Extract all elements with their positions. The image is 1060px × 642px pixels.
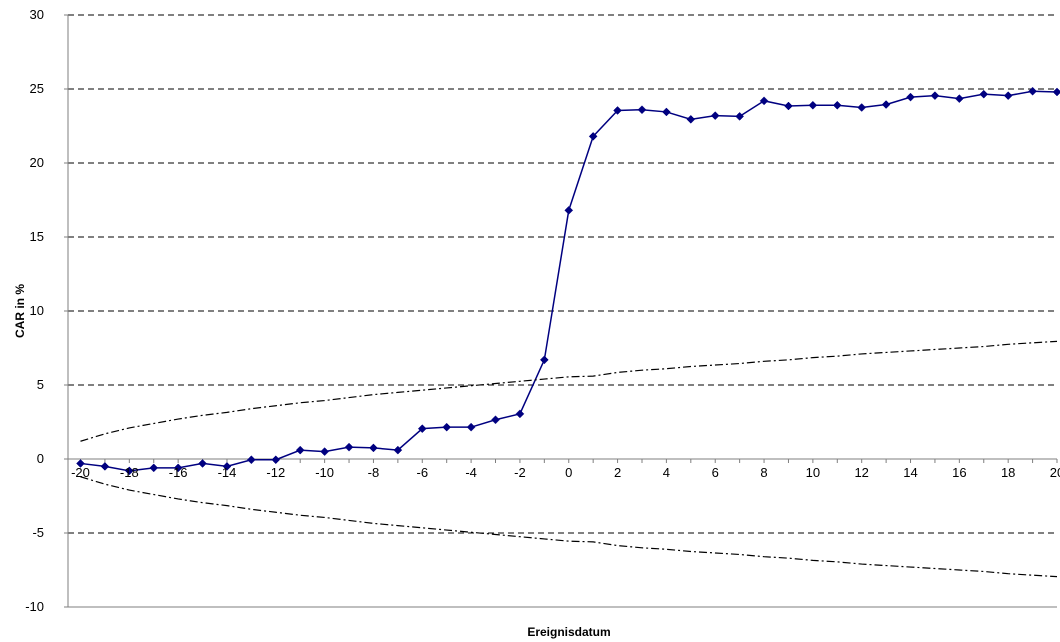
- car-data-point: [515, 409, 525, 419]
- x-tick-label: 2: [614, 465, 621, 480]
- car-data-point: [76, 459, 85, 468]
- x-tick-label: -8: [368, 465, 380, 480]
- car-data-point: [930, 91, 940, 101]
- car-data-point: [637, 105, 647, 115]
- car-data-point: [442, 422, 452, 432]
- car-data-point: [222, 462, 232, 471]
- y-tick-label: -10: [25, 599, 44, 614]
- car-data-point: [564, 206, 574, 215]
- car-series-line: [80, 90, 1058, 472]
- car-data-point: [271, 455, 281, 465]
- lower-confidence-line: [80, 476, 1058, 578]
- x-tick-label: 6: [712, 465, 719, 480]
- car-data-point: [173, 463, 183, 473]
- car-data-point: [881, 100, 891, 109]
- car-data-point: [539, 355, 549, 365]
- x-tick-label: 10: [806, 465, 820, 480]
- x-tick-label: 12: [854, 465, 868, 480]
- car-data-point: [491, 415, 500, 425]
- x-tick-label: 16: [952, 465, 966, 480]
- car-data-point: [832, 100, 842, 110]
- car-data-point: [1052, 87, 1060, 97]
- x-tick-label: -20: [71, 465, 90, 480]
- car-data-point: [344, 442, 354, 452]
- car-data-point: [613, 106, 622, 115]
- car-data-point: [857, 103, 867, 112]
- upper-confidence-line: [80, 340, 1058, 442]
- car-data-point: [100, 462, 110, 471]
- car-data-point: [466, 422, 476, 432]
- x-tick-label: 4: [663, 465, 670, 480]
- car-data-point: [759, 96, 769, 106]
- x-tick-label: 14: [903, 465, 917, 480]
- car-data-point: [247, 455, 256, 465]
- x-tick-label: 8: [760, 465, 767, 480]
- axes-layer: [64, 14, 1058, 608]
- car-data-point: [417, 424, 427, 434]
- x-tick-label: -10: [315, 465, 334, 480]
- y-tick-label: 10: [30, 303, 44, 318]
- y-tick-label: 30: [30, 7, 44, 22]
- car-data-point: [784, 101, 793, 111]
- car-data-point: [906, 92, 915, 102]
- x-tick-label: -2: [514, 465, 526, 480]
- x-tick-label: -12: [266, 465, 285, 480]
- car-data-point: [735, 112, 744, 121]
- x-axis-title: Ereignisdatum: [527, 625, 610, 639]
- car-data-point: [1028, 86, 1037, 96]
- y-tick-label: 25: [30, 81, 44, 96]
- car-data-point: [320, 447, 329, 456]
- car-data-point: [393, 445, 403, 455]
- y-tick-label: 0: [37, 451, 44, 466]
- car-data-point: [979, 89, 989, 99]
- car-data-point: [686, 114, 696, 124]
- x-tick-label: 0: [565, 465, 572, 480]
- y-tick-label: 20: [30, 155, 44, 170]
- car-data-point: [710, 111, 720, 120]
- y-tick-label: 5: [37, 377, 44, 392]
- x-tick-label: -6: [416, 465, 428, 480]
- series-layer: [76, 86, 1060, 578]
- x-tick-label: -14: [218, 465, 237, 480]
- car-data-point: [662, 107, 671, 117]
- car-data-point: [954, 94, 964, 103]
- car-data-point: [149, 463, 159, 473]
- car-data-point: [198, 459, 207, 468]
- car-data-point: [124, 466, 134, 476]
- x-tick-label: 20: [1050, 465, 1060, 480]
- x-tick-label: -4: [465, 465, 477, 480]
- x-tick-label: 18: [1001, 465, 1015, 480]
- x-tick-label: -16: [169, 465, 188, 480]
- y-tick-label: 15: [30, 229, 44, 244]
- grid-layer: [68, 14, 1057, 534]
- x-tick-label: -18: [120, 465, 139, 480]
- car-data-point: [588, 132, 598, 141]
- y-tick-label: -5: [32, 525, 44, 540]
- car-data-point: [1003, 91, 1013, 101]
- car-data-point: [369, 443, 378, 453]
- y-axis-title: CAR in %: [13, 284, 27, 338]
- car-data-point: [295, 445, 305, 455]
- car-data-point: [808, 100, 818, 110]
